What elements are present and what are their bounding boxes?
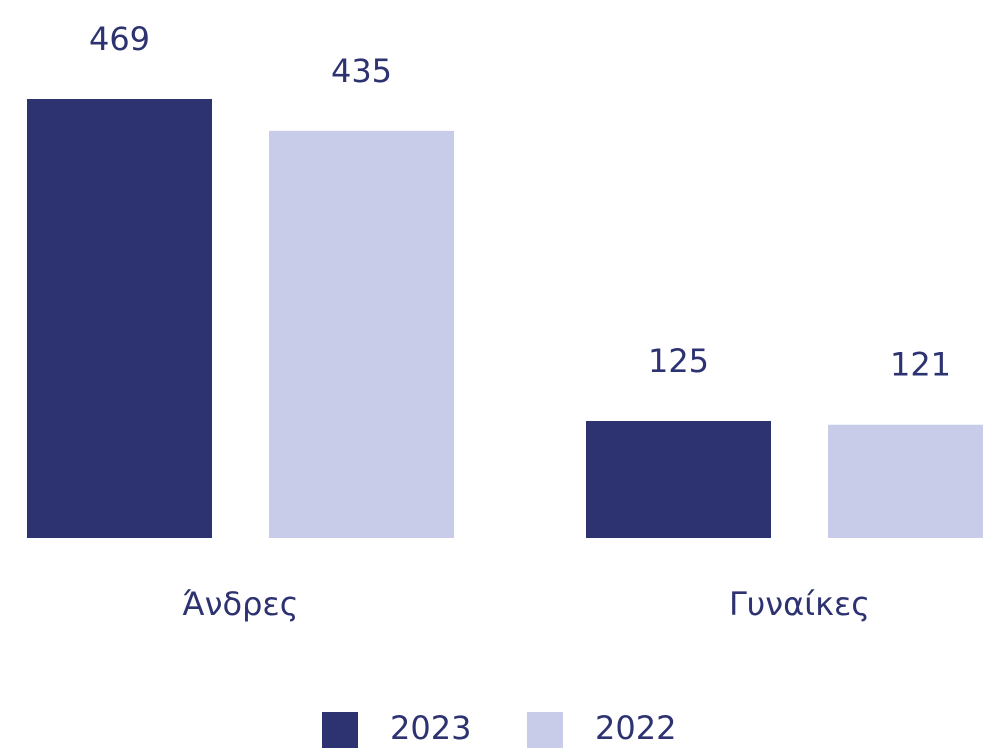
legend-label: 2023 [390, 709, 471, 747]
bar [27, 99, 212, 538]
bar [586, 420, 771, 538]
value-label: 469 [89, 20, 150, 58]
legend-swatch [322, 712, 358, 748]
bar [269, 130, 454, 538]
value-label: 125 [648, 342, 709, 380]
value-label: 435 [331, 52, 392, 90]
value-label: 121 [890, 346, 951, 384]
category-label: Γυναίκες [729, 585, 870, 623]
legend-swatch [527, 712, 563, 748]
bar [828, 424, 983, 538]
legend-label: 2022 [595, 709, 676, 747]
category-label: Άνδρες [183, 585, 299, 623]
